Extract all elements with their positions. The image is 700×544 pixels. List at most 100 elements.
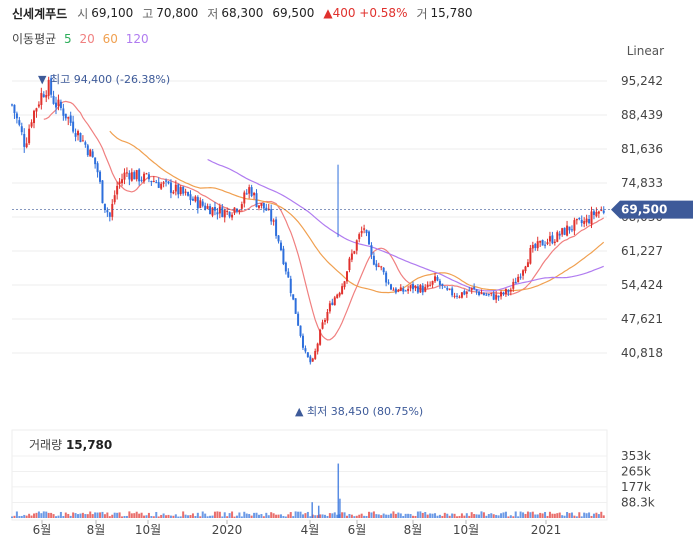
volume-bar xyxy=(101,511,104,518)
volume-bar xyxy=(213,511,216,518)
candle-body xyxy=(138,169,141,182)
volume-bar xyxy=(522,512,525,518)
candle-body xyxy=(255,193,258,208)
candle-body xyxy=(563,227,566,235)
volume-bar xyxy=(265,512,268,518)
volume-bar xyxy=(289,512,292,518)
candle-body xyxy=(429,284,432,286)
candle-body xyxy=(209,206,212,215)
volume-bar xyxy=(399,513,402,518)
volume-bar xyxy=(121,516,124,518)
candle-body xyxy=(52,95,55,104)
candle-body xyxy=(233,207,236,214)
candle-body xyxy=(539,240,542,243)
candles xyxy=(11,75,605,365)
volume-bar xyxy=(345,515,348,518)
candle-body xyxy=(341,286,344,294)
candle-body xyxy=(319,329,322,345)
scale-mode-button[interactable]: Linear xyxy=(626,44,664,58)
volume-bar xyxy=(490,513,493,518)
volume-bar xyxy=(419,511,422,518)
candle-body xyxy=(551,235,554,244)
candle-body xyxy=(301,335,304,348)
volume-bar xyxy=(113,512,116,518)
candle-body xyxy=(385,272,388,283)
candle-body xyxy=(575,218,578,221)
max-price-label: ▼ 최고 94,400 (-26.38%) xyxy=(38,73,170,86)
candle-body xyxy=(15,113,18,119)
candle-body xyxy=(89,149,92,157)
volume-bar xyxy=(211,515,214,518)
candle-body xyxy=(111,203,114,217)
volume-bar xyxy=(89,511,92,518)
candle-body xyxy=(407,288,410,291)
volume-bar xyxy=(519,511,522,518)
candle-body xyxy=(20,126,23,133)
candle-body xyxy=(231,214,234,218)
volume-bar xyxy=(451,513,454,518)
volume-panel-title: 거래량 15,780 xyxy=(29,436,112,453)
volume-bar xyxy=(57,515,60,518)
volume-bar xyxy=(546,515,549,518)
volume-bar xyxy=(187,515,190,518)
candle-body xyxy=(409,285,412,289)
volume-bar xyxy=(337,463,340,518)
candle-body xyxy=(419,285,422,293)
volume-bar xyxy=(248,513,251,518)
candle-body xyxy=(262,202,265,209)
candle-body xyxy=(602,210,605,213)
candle-body xyxy=(272,220,275,222)
candle-body xyxy=(199,200,202,208)
volume-bar xyxy=(67,513,70,518)
candle-body xyxy=(235,208,238,212)
volume-bar xyxy=(436,515,439,518)
volume-bar xyxy=(360,513,363,518)
candle-body xyxy=(42,94,45,98)
volume-bar xyxy=(216,511,219,518)
candle-body xyxy=(512,281,515,289)
candle-body xyxy=(590,211,593,225)
volume-bar xyxy=(62,516,65,518)
candle-body xyxy=(311,358,314,362)
candle-body xyxy=(57,99,60,106)
volume-bar xyxy=(563,515,566,518)
candle-body xyxy=(221,207,224,218)
candle-body xyxy=(287,271,290,278)
volume-bar xyxy=(446,513,449,518)
change-value: ▲400 +0.58% xyxy=(323,6,408,20)
candle-body xyxy=(277,235,280,242)
volume-bar xyxy=(250,515,253,518)
candle-body xyxy=(478,291,481,295)
candle-body xyxy=(69,115,72,123)
volume-bar xyxy=(84,514,87,518)
volume-bar xyxy=(544,511,547,518)
volume-grid-lines xyxy=(11,429,608,521)
candle-body xyxy=(448,288,451,290)
candle-body xyxy=(426,284,429,287)
candle-body xyxy=(509,289,512,292)
volume-bar xyxy=(28,513,31,518)
candle-body xyxy=(399,287,402,291)
volume-bar xyxy=(473,514,476,518)
candle-body xyxy=(250,187,253,196)
open-label: 시 xyxy=(77,6,89,21)
candle-body xyxy=(213,206,216,211)
candle-body xyxy=(155,182,158,184)
candle-body xyxy=(600,209,603,211)
candle-body xyxy=(35,108,38,112)
price-tick-label: 54,424 xyxy=(621,278,663,292)
candle-body xyxy=(257,205,260,208)
volume-bar xyxy=(343,512,346,518)
candle-body xyxy=(397,289,400,292)
candle-body xyxy=(140,179,143,181)
current-price-tag xyxy=(611,200,693,219)
candle-body xyxy=(194,196,197,202)
price-tick-label: 47,621 xyxy=(621,312,663,326)
volume-bar xyxy=(238,512,241,518)
volume-bar xyxy=(218,511,221,518)
candle-body xyxy=(517,276,520,283)
moving-average-legend[interactable]: 이동평균 5 20 60 120 xyxy=(12,30,153,47)
volume-bar xyxy=(69,515,72,518)
candle-body xyxy=(583,221,586,224)
